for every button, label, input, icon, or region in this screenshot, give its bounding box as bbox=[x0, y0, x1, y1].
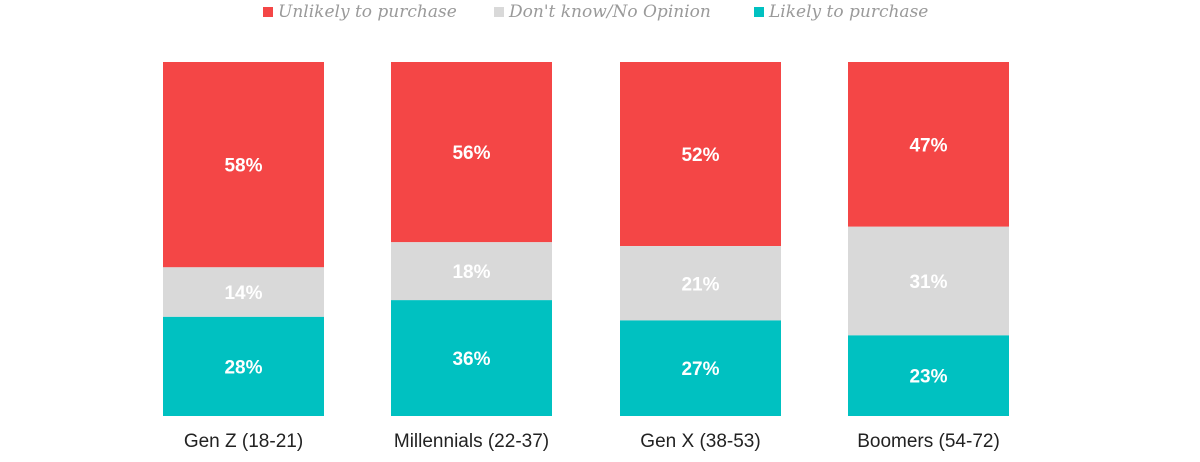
data-label-gen-z-18-21-unlikely-to-purchase: 58% bbox=[224, 156, 262, 177]
bar-millennials-22-37-unlikely-to-purchase bbox=[391, 62, 552, 243]
data-label-boomers-54-72-don-t-know-no-opinion: 31% bbox=[909, 272, 947, 293]
legend-label-unlikely: Unlikely to purchase bbox=[278, 2, 457, 22]
legend-item-dont-know: Don't know/No Opinion bbox=[494, 2, 711, 22]
data-label-boomers-54-72-likely-to-purchase: 23% bbox=[909, 367, 947, 388]
bar-gen-z-18-21-likely-to-purchase bbox=[163, 316, 324, 416]
category-label-gen-z-18-21: Gen Z (18-21) bbox=[184, 431, 303, 452]
category-label-millennials-22-37: Millennials (22-37) bbox=[394, 431, 549, 452]
data-label-millennials-22-37-unlikely-to-purchase: 56% bbox=[452, 143, 490, 164]
legend-swatch-unlikely bbox=[263, 7, 273, 17]
bar-gen-z-18-21-unlikely-to-purchase bbox=[163, 62, 324, 268]
data-label-gen-z-18-21-don-t-know-no-opinion: 14% bbox=[224, 283, 262, 304]
data-label-gen-x-38-53-don-t-know-no-opinion: 21% bbox=[681, 274, 719, 295]
category-label-boomers-54-72: Boomers (54-72) bbox=[857, 431, 1000, 452]
category-label-gen-x-38-53: Gen X (38-53) bbox=[640, 431, 760, 452]
data-label-millennials-22-37-likely-to-purchase: 36% bbox=[452, 349, 490, 370]
legend-swatch-likely bbox=[754, 7, 764, 17]
bar-millennials-22-37-don-t-know-no-opinion bbox=[391, 242, 552, 301]
data-label-gen-x-38-53-likely-to-purchase: 27% bbox=[681, 359, 719, 380]
bar-gen-x-38-53-unlikely-to-purchase bbox=[620, 62, 781, 247]
data-label-boomers-54-72-unlikely-to-purchase: 47% bbox=[909, 135, 947, 156]
bar-boomers-54-72-don-t-know-no-opinion bbox=[848, 226, 1009, 336]
bar-millennials-22-37-likely-to-purchase bbox=[391, 300, 552, 416]
data-label-gen-x-38-53-unlikely-to-purchase: 52% bbox=[681, 145, 719, 166]
bar-gen-z-18-21-don-t-know-no-opinion bbox=[163, 267, 324, 317]
legend-item-likely: Likely to purchase bbox=[754, 2, 928, 22]
legend-label-likely: Likely to purchase bbox=[769, 2, 929, 22]
data-label-gen-z-18-21-likely-to-purchase: 28% bbox=[224, 357, 262, 378]
bar-boomers-54-72-unlikely-to-purchase bbox=[848, 62, 1009, 227]
legend-label-dont-know: Don't know/No Opinion bbox=[509, 2, 711, 22]
bar-boomers-54-72-likely-to-purchase bbox=[848, 335, 1009, 416]
legend-swatch-dont-know bbox=[494, 7, 504, 17]
data-label-millennials-22-37-don-t-know-no-opinion: 18% bbox=[452, 262, 490, 283]
legend-item-unlikely: Unlikely to purchase bbox=[263, 2, 457, 22]
bar-gen-x-38-53-don-t-know-no-opinion bbox=[620, 246, 781, 321]
bar-gen-x-38-53-likely-to-purchase bbox=[620, 320, 781, 416]
legend: Unlikely to purchase Don't know/No Opini… bbox=[0, 2, 1200, 24]
